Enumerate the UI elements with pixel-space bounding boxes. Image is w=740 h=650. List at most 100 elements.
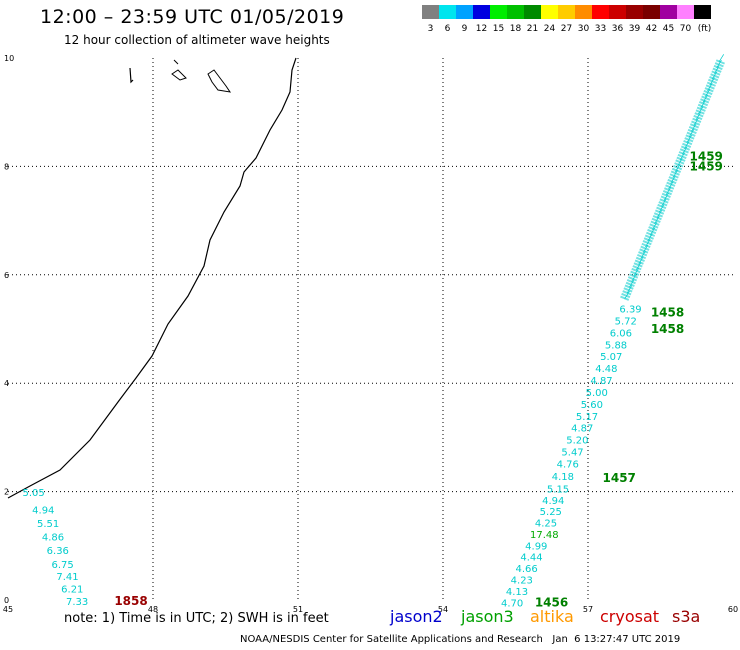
legend-label: (ft) [698,24,712,34]
color-legend: 3 6 9 12 15 18 21 24 27 30 33 36 39 42 45 70 (ft) [422,5,712,34]
satellite-cryosat: cryosat [600,607,660,626]
legend-label: 27 [561,24,572,34]
wave-height-label: 4.18 [552,472,574,483]
wave-height-label: 5.17 [576,412,598,423]
legend-swatch [694,5,711,19]
pass-time-label: 1858 [114,594,147,608]
wave-height-label: 6.36 [47,546,69,557]
y-tick-label: 8 [4,162,9,171]
pass-time-label: 1457 [603,471,636,485]
y-tick-label: 6 [4,271,9,280]
satellite-jason2: jason2 [390,607,443,626]
wave-height-map: 45 48 51 54 57 60 0 2 4 6 8 10 5.05 4.94 5.51 4.86 6.36 6… [3,51,738,614]
island-outline [171,69,187,81]
wave-height-label: 6.39 [619,304,641,315]
legend-label: 3 [428,24,434,34]
units-note: note: 1) Time is in UTC; 2) SWH is in fe… [64,611,329,626]
legend-label: 70 [680,24,692,34]
wave-height-label: 5.05 [23,488,45,499]
legend-swatch [456,5,473,19]
x-tick-label: 54 [438,605,448,614]
wave-height-label: 4.86 [42,533,64,544]
y-tick-label: 4 [4,379,9,388]
legend-swatch [558,5,575,19]
dense-track-band [620,59,726,301]
credit-line: NOAA/NESDIS Center for Satellite Applica… [240,634,681,645]
satellite-s3a: s3a [672,607,701,626]
pass-time-label: 1459 [690,159,723,173]
legend-swatch [575,5,592,19]
legend-swatch [660,5,677,19]
coastline [7,57,297,499]
wave-height-label: 17.48 [530,530,559,541]
wave-height-label: 4.48 [595,364,617,375]
legend-swatch [422,5,439,19]
wave-height-label: 7.33 [66,597,88,608]
legend-swatch [507,5,524,19]
wave-height-label: 5.00 [586,388,608,399]
wave-height-label: 4.87 [571,424,593,435]
wave-height-label: 6.06 [610,328,632,339]
island-outline [173,59,179,65]
map-subtitle: 12 hour collection of altimeter wave hei… [64,33,330,47]
wave-height-label: 7.41 [56,572,78,583]
legend-label: 33 [595,24,606,34]
legend-label: 6 [445,24,451,34]
y-tick-label: 0 [4,596,9,605]
legend-label: 45 [663,24,674,34]
legend-label: 42 [646,24,657,34]
wave-height-label: 4.13 [506,587,528,598]
legend-swatch [541,5,558,19]
legend-swatch [473,5,490,19]
wave-height-label: 6.21 [61,585,83,596]
x-tick-label: 48 [148,605,158,614]
legend-swatch [609,5,626,19]
legend-label: 24 [544,24,556,34]
wave-height-label: 6.75 [52,560,74,571]
wave-height-label: 5.07 [600,352,622,363]
legend-label: 9 [462,24,468,34]
wave-height-label: 5.88 [605,340,627,351]
wave-height-label: 4.94 [542,496,564,507]
legend-swatch [524,5,541,19]
pass-time-label: 1459 [690,150,723,164]
x-tick-label: 51 [293,605,303,614]
wave-height-label: 4.99 [525,541,547,552]
legend-label: 15 [493,24,504,34]
legend-swatch [592,5,609,19]
legend-label: 21 [527,24,538,34]
wave-height-label: 4.94 [32,506,54,517]
wave-height-label: 5.72 [615,316,637,327]
wave-height-label: 5.25 [540,507,562,518]
legend-label: 18 [510,24,522,34]
x-tick-label: 45 [3,605,13,614]
wave-height-label: 5.60 [581,400,603,411]
y-tick-label: 10 [4,54,14,63]
wave-height-label: 4.44 [520,553,542,564]
wave-height-label: 5.51 [37,519,59,530]
wave-height-label: 4.70 [501,598,523,609]
pass-time-label: 1458 [651,306,684,320]
wave-height-label: 4.87 [590,376,612,387]
wave-height-label: 5.15 [547,484,569,495]
wave-height-label: 4.76 [557,460,579,471]
island-outline [129,67,134,84]
wave-height-label: 4.66 [516,564,538,575]
legend-label: 30 [578,24,590,34]
map-title: 12:00 – 23:59 UTC 01/05/2019 [40,6,345,28]
pass-time-label: 1456 [535,596,568,610]
legend-swatch [490,5,507,19]
y-tick-label: 2 [4,488,9,497]
wave-height-label: 4.25 [535,519,557,530]
legend-label: 39 [629,24,641,34]
island-outline [207,69,232,93]
wave-height-label: 5.47 [561,448,583,459]
wave-height-label: 5.20 [566,436,588,447]
x-tick-label: 57 [583,605,593,614]
legend-label: 36 [612,24,624,34]
wave-height-label: 4.23 [511,575,533,586]
legend-swatch [643,5,660,19]
legend-label: 12 [476,24,487,34]
satellite-jason3: jason3 [461,607,514,626]
